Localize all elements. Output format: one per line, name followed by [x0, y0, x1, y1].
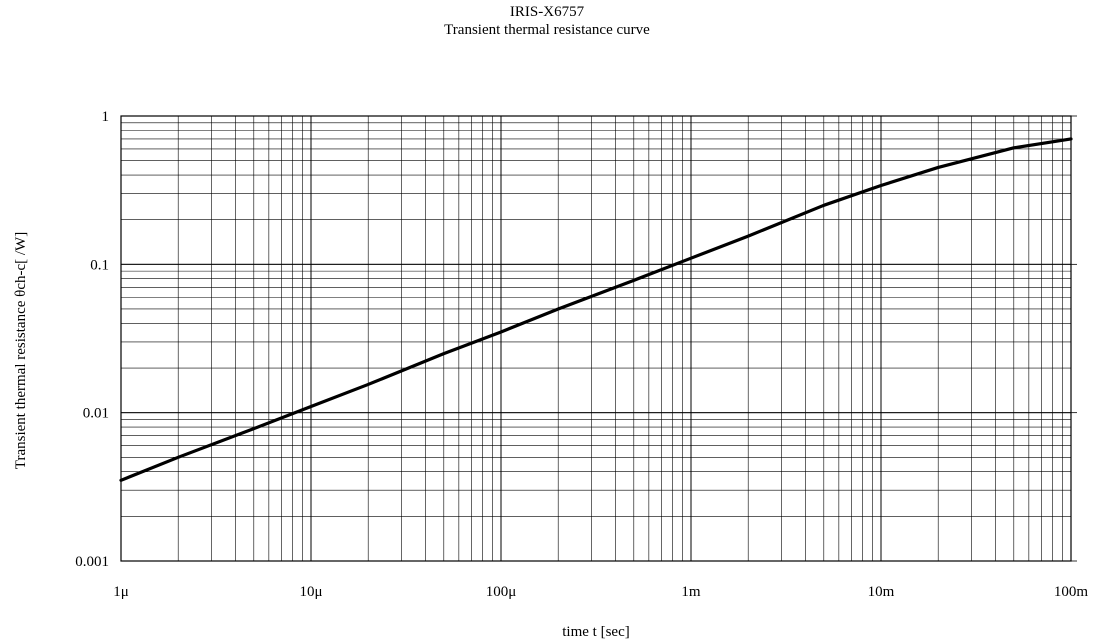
plot-frame	[120, 115, 1072, 562]
series-group	[119, 137, 1073, 482]
x-tick-label: 100m	[1054, 584, 1089, 600]
y-tick-label: 0.001	[75, 554, 109, 570]
series-line	[119, 137, 1073, 482]
x-tick-label: 10m	[868, 584, 895, 600]
y-tick-label: 1	[102, 109, 110, 125]
x-tick-label: 100μ	[486, 584, 517, 600]
grid-lines	[120, 115, 1077, 562]
x-tick-label: 10μ	[299, 584, 322, 600]
chart-title: IRIS-X6757	[509, 4, 585, 20]
y-tick-label: 0.01	[83, 406, 109, 422]
chart-subtitle: Transient thermal resistance curve	[444, 22, 650, 38]
y-axis-label: Transient thermal resistance θch-c[ /W]	[13, 232, 29, 469]
x-tick-label: 1μ	[113, 584, 129, 600]
y-tick-label: 0.1	[90, 257, 109, 273]
tick-labels: 1μ 10μ 100μ 1m 10m 100m 0.001 0.01 0.1 1	[75, 109, 1088, 600]
x-axis-label: time t [sec]	[562, 624, 629, 640]
x-tick-label: 1m	[681, 584, 701, 600]
